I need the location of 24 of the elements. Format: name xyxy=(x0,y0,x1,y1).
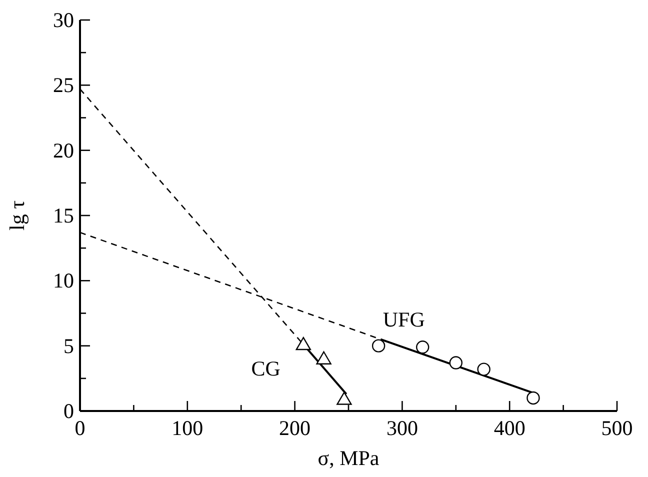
x-tick-label: 500 xyxy=(601,416,633,440)
y-axis-title: lg τ xyxy=(5,200,29,231)
y-tick-label: 30 xyxy=(53,8,74,32)
y-tick-label: 25 xyxy=(53,73,74,98)
point xyxy=(336,392,352,405)
point xyxy=(526,391,540,405)
x-axis-title: σ, MPa xyxy=(318,446,380,470)
point xyxy=(416,340,430,354)
y-tick-label: 0 xyxy=(64,399,74,423)
point xyxy=(449,356,462,370)
x-tick-label: 300 xyxy=(386,416,418,440)
point xyxy=(477,362,490,376)
point xyxy=(296,336,311,350)
y-tick-label: 20 xyxy=(53,138,74,162)
series-label: CG xyxy=(251,356,280,381)
series-label: UFG xyxy=(382,308,425,332)
y-tick-label: 5 xyxy=(64,334,74,358)
x-tick-label: 400 xyxy=(494,416,526,440)
y-tick-label: 10 xyxy=(53,268,74,293)
point xyxy=(316,351,332,364)
x-tick-label: 100 xyxy=(172,416,204,440)
x-tick-label: 200 xyxy=(279,416,311,440)
y-tick-label: 15 xyxy=(53,204,74,228)
point xyxy=(372,339,386,352)
